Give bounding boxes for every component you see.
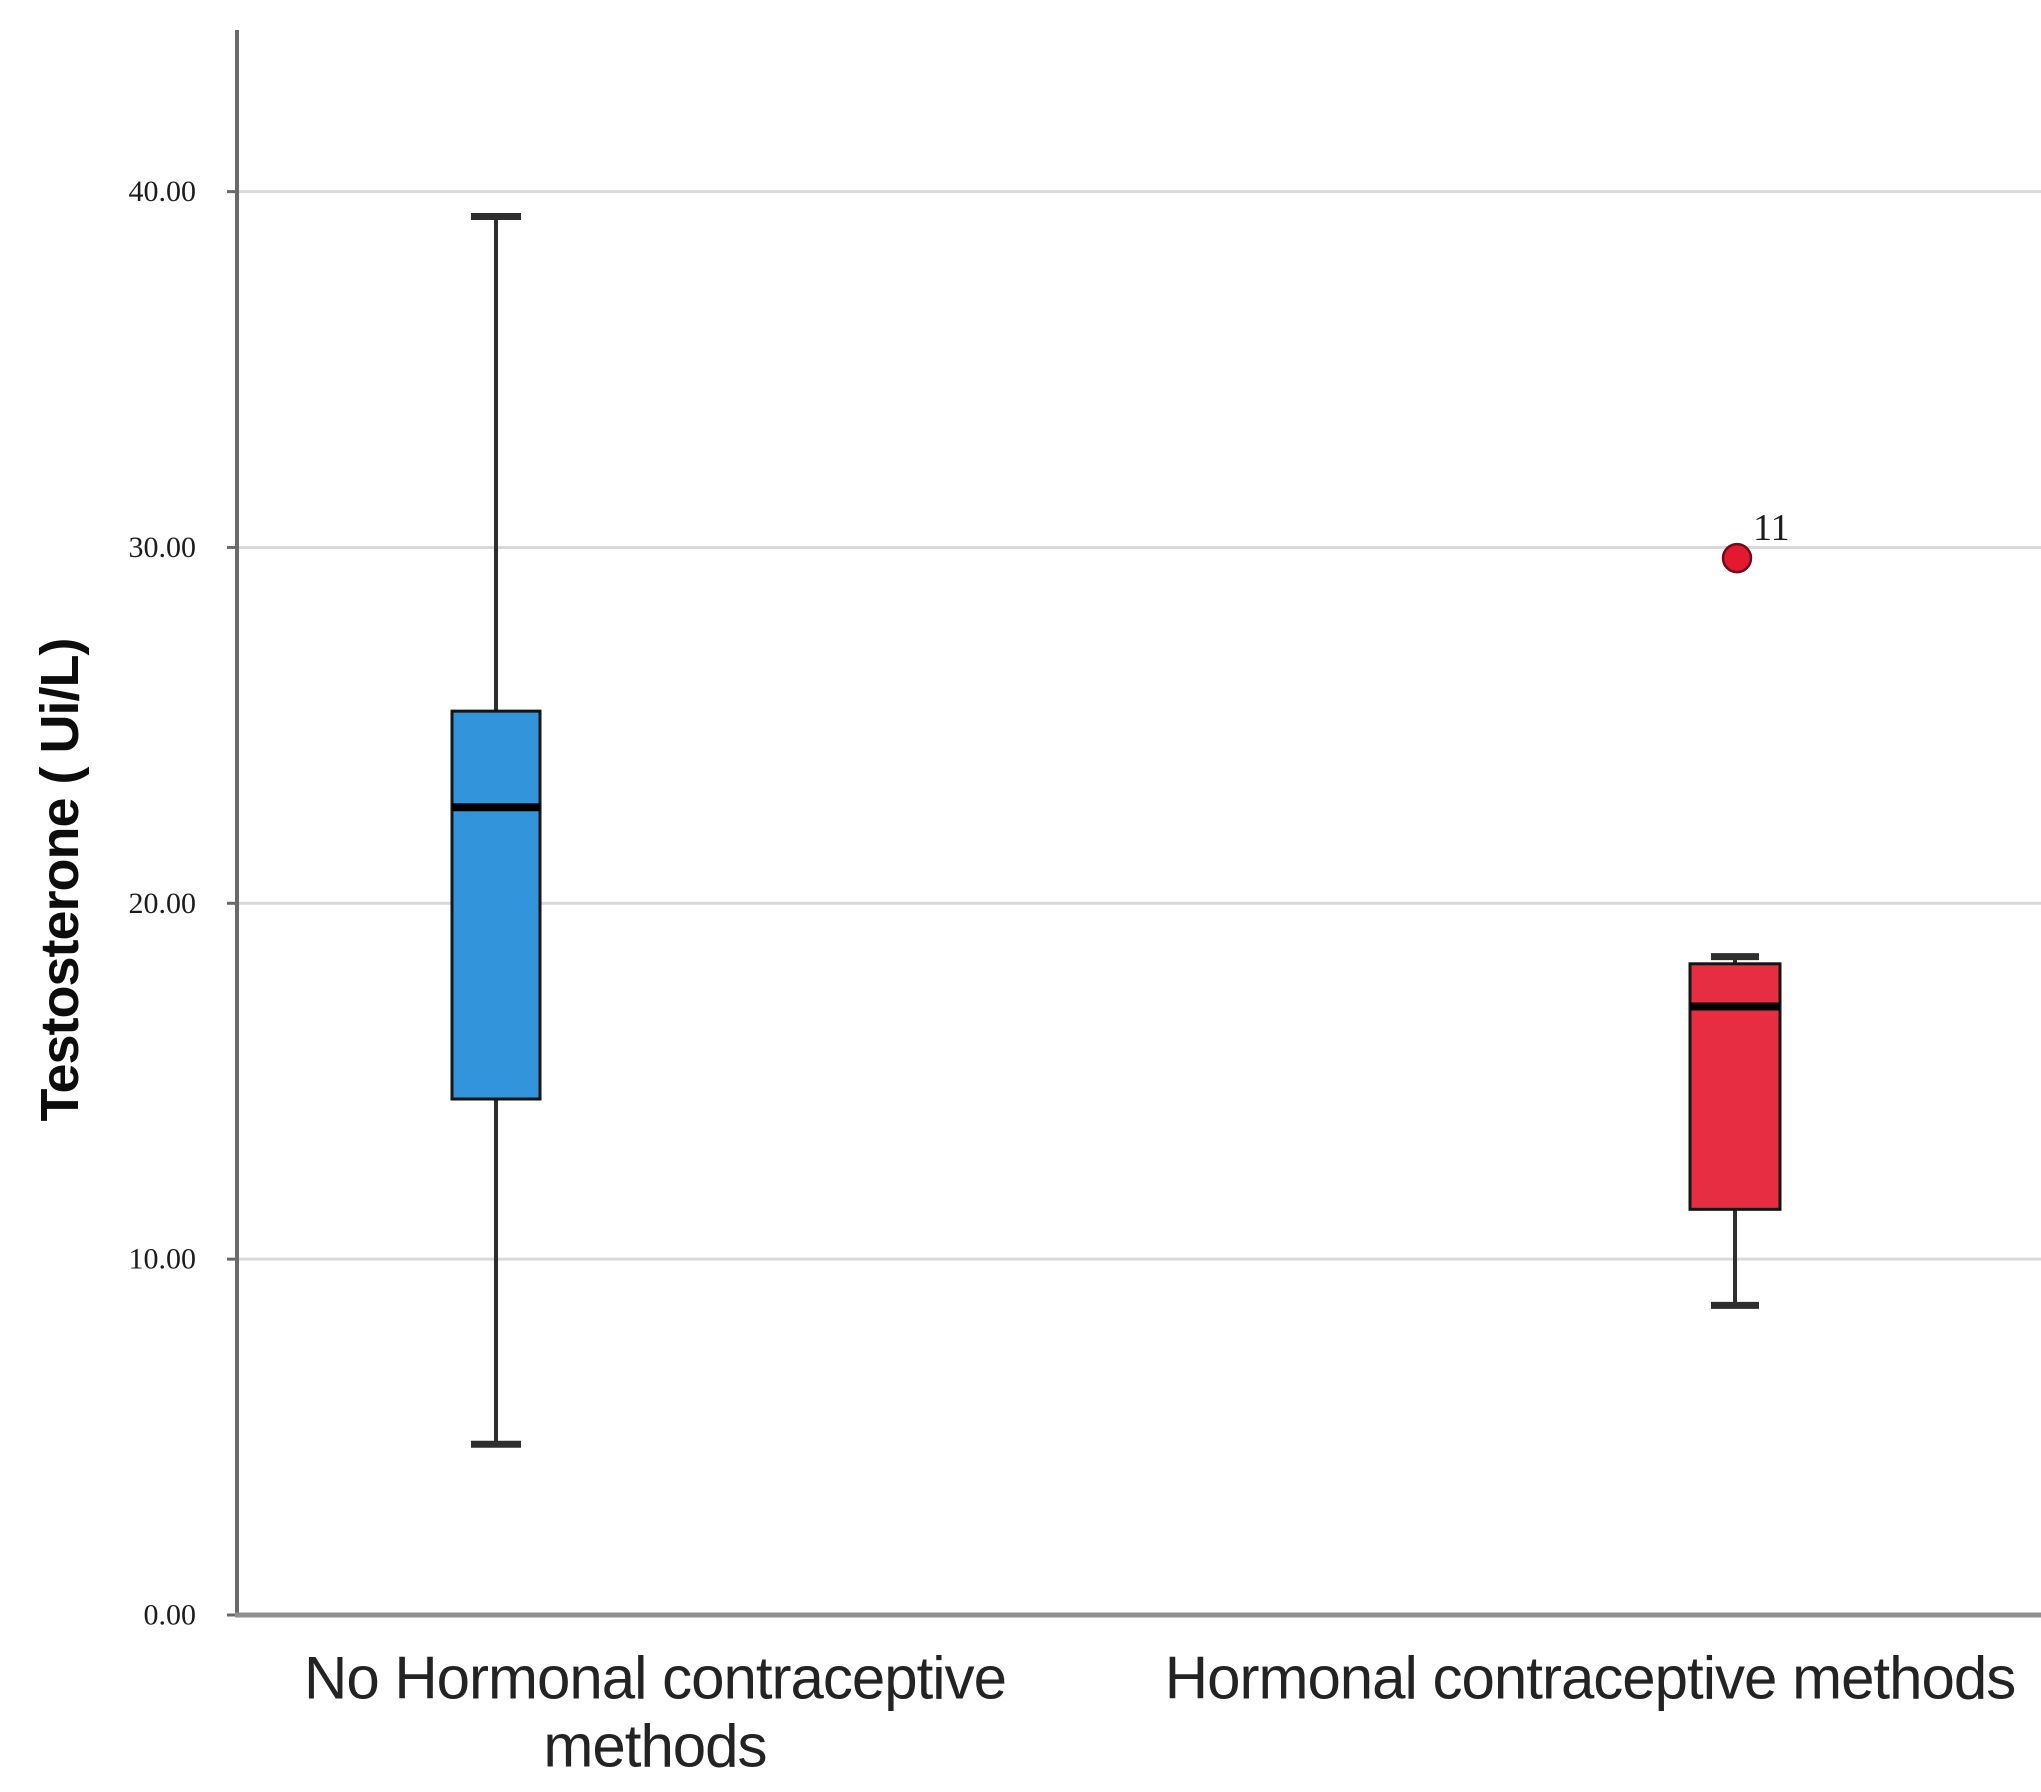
iqr-box [450,709,542,1101]
y-tick-label: 20.00 [129,887,197,920]
outlier-point [1721,542,1753,574]
x-category-label: No Hormonal contraceptive [304,1645,1006,1712]
outlier-label: 11 [1753,507,1790,549]
y-tick-labels: 40.00 30.00 20.00 10.00 0.00 [129,175,197,1631]
y-tick-label: 10.00 [129,1243,197,1276]
boxplot-group-hormonal: 11 [1688,507,1790,1309]
y-axis-title: Testosterone ( Ui/L) [30,638,90,1121]
iqr-box [1688,962,1782,1211]
y-tick-label: 40.00 [129,175,197,208]
axes [227,30,2041,1618]
boxplot-group-no-hormonal [450,213,542,1448]
x-category-label: Hormonal contraceptive methods [1165,1645,2015,1712]
y-tick-label: 30.00 [129,531,197,564]
x-category-label: methods [543,1713,766,1780]
y-tick-label: 0.00 [144,1599,197,1632]
